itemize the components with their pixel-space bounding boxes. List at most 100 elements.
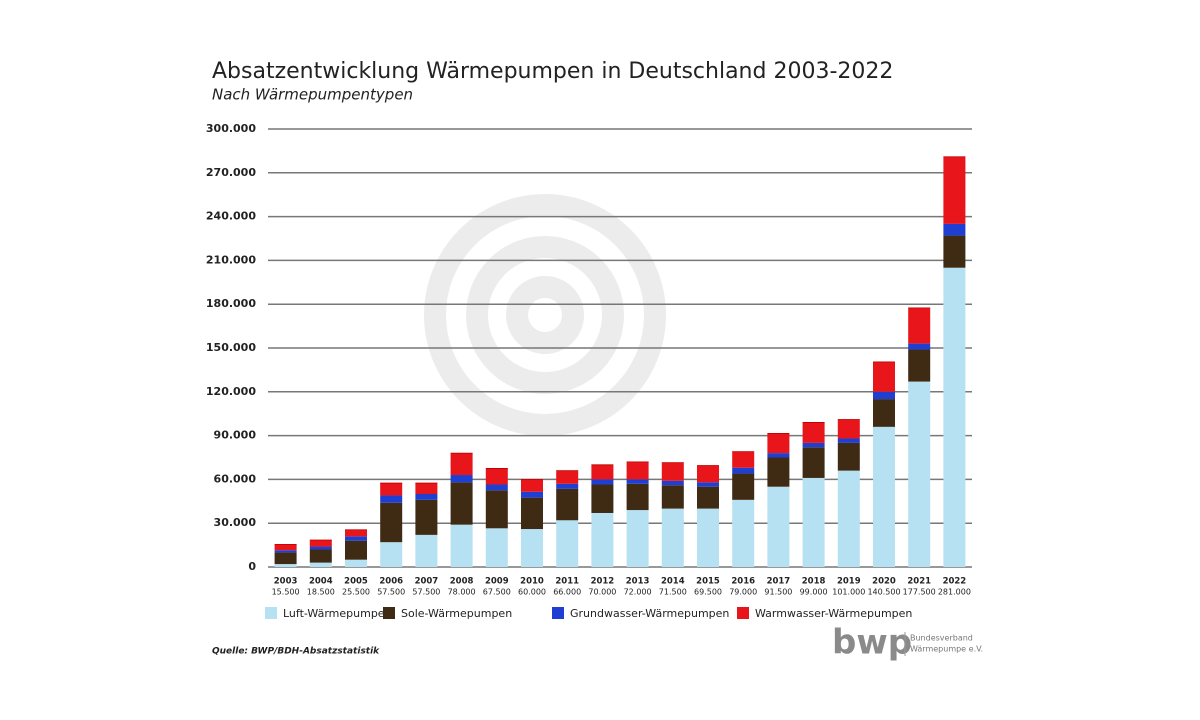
bar-segment: [661, 485, 684, 509]
bar-segment: [521, 491, 543, 498]
x-tick-label: 2022: [943, 577, 967, 587]
bar-segment: [873, 391, 895, 400]
chart-subtitle: Nach Wärmepumpentypen: [212, 86, 413, 104]
bar-segment: [802, 477, 825, 567]
y-tick-label: 30.000: [214, 516, 257, 529]
bar-segment: [556, 488, 579, 521]
x-tick-label: 2012: [591, 577, 615, 587]
bar-segment: [309, 562, 332, 567]
y-tick-label: 210.000: [206, 253, 256, 266]
bar-segment: [591, 484, 614, 513]
bar-segment: [450, 524, 473, 567]
bar-segment: [450, 482, 473, 525]
bar-segment: [661, 462, 684, 481]
legend-swatch: [265, 607, 277, 619]
bar-segment: [767, 457, 790, 487]
y-tick-label: 300.000: [206, 122, 256, 135]
bar-segment: [345, 540, 367, 560]
bar-segment: [415, 494, 438, 500]
bar-segment: [626, 483, 649, 511]
bar-segment: [837, 470, 860, 567]
bar-segment: [908, 349, 931, 382]
x-tick-label: 2016: [731, 577, 755, 587]
bar-segment: [732, 451, 755, 468]
bar-segment: [521, 529, 543, 567]
bar-segment: [697, 482, 719, 487]
x-tick-label: 2011: [555, 577, 579, 587]
x-tick-label: 2020: [872, 577, 896, 587]
bar-segment: [943, 267, 966, 567]
total-label: 57.500: [377, 588, 405, 597]
total-label: 60.000: [518, 588, 546, 597]
x-tick-label: 2010: [520, 577, 544, 587]
bar-segment: [556, 470, 579, 484]
bar-segment: [556, 520, 579, 567]
total-label: 140.500: [867, 588, 900, 597]
bar-segment: [485, 468, 508, 485]
bar-segment: [661, 508, 684, 567]
bar-segment: [345, 559, 367, 567]
x-tick-label: 2003: [274, 577, 298, 587]
bar-segment: [591, 464, 614, 480]
x-tick-label: 2007: [415, 577, 439, 587]
y-tick-label: 150.000: [206, 341, 256, 354]
x-tick-label: 2015: [696, 577, 720, 587]
bar-segment: [274, 544, 297, 551]
bar-segment: [873, 426, 895, 567]
bar-segment: [802, 447, 825, 478]
bar-segment: [837, 438, 860, 443]
legend-label: Sole-Wärmepumpen: [401, 607, 512, 620]
bar-segment: [591, 479, 614, 485]
bar-segment: [837, 442, 860, 471]
bar-segment: [873, 361, 895, 392]
legend-swatch: [383, 607, 395, 619]
bar-segment: [767, 486, 790, 567]
bar-segment: [309, 549, 332, 563]
bar-segment: [802, 442, 825, 448]
bar-segment: [697, 508, 719, 567]
bar-segment: [450, 475, 473, 483]
bar-segment: [274, 564, 297, 567]
chart-title: Absatzentwicklung Wärmepumpen in Deutsch…: [212, 59, 893, 84]
logo: bwp: [832, 623, 912, 663]
bar-segment: [380, 483, 403, 496]
x-tick-label: 2017: [767, 577, 791, 587]
total-label: 70.000: [588, 588, 616, 597]
source: Quelle: BWP/BDH-Absatzstatistik: [212, 647, 380, 657]
bar-segment: [626, 461, 649, 480]
bar-segment: [732, 499, 755, 567]
x-tick-label: 2013: [626, 577, 650, 587]
bar-segment: [521, 497, 543, 530]
legend-swatch: [552, 607, 564, 619]
total-label: 91.500: [764, 588, 792, 597]
x-tick-label: 2008: [450, 577, 474, 587]
total-label: 71.500: [659, 588, 687, 597]
bar-segment: [274, 550, 297, 553]
bar-segment: [943, 156, 966, 224]
bar-segment: [415, 499, 438, 535]
bar-segment: [767, 453, 790, 458]
total-label: 69.500: [694, 588, 722, 597]
bar-segment: [767, 433, 790, 454]
x-tick-label: 2005: [344, 577, 368, 587]
x-tick-label: 2009: [485, 577, 509, 587]
total-label: 281.000: [938, 588, 971, 597]
bar-segment: [873, 399, 895, 427]
logo-caption: Wärmepumpe e.V.: [910, 645, 983, 654]
bar-segment: [626, 479, 649, 484]
bar-segment: [908, 381, 931, 567]
y-tick-label: 60.000: [214, 472, 257, 485]
bar-segment: [732, 473, 755, 500]
x-tick-label: 2019: [837, 577, 861, 587]
bar-segment: [697, 486, 719, 509]
bar-segment: [345, 536, 367, 541]
total-label: 78.000: [448, 588, 476, 597]
bar-segment: [943, 223, 966, 236]
bar-segment: [697, 465, 719, 483]
bar-segment: [415, 534, 438, 567]
y-tick-label: 90.000: [214, 429, 257, 442]
x-tick-label: 2014: [661, 577, 685, 587]
total-label: 99.000: [800, 588, 828, 597]
total-label: 67.500: [483, 588, 511, 597]
